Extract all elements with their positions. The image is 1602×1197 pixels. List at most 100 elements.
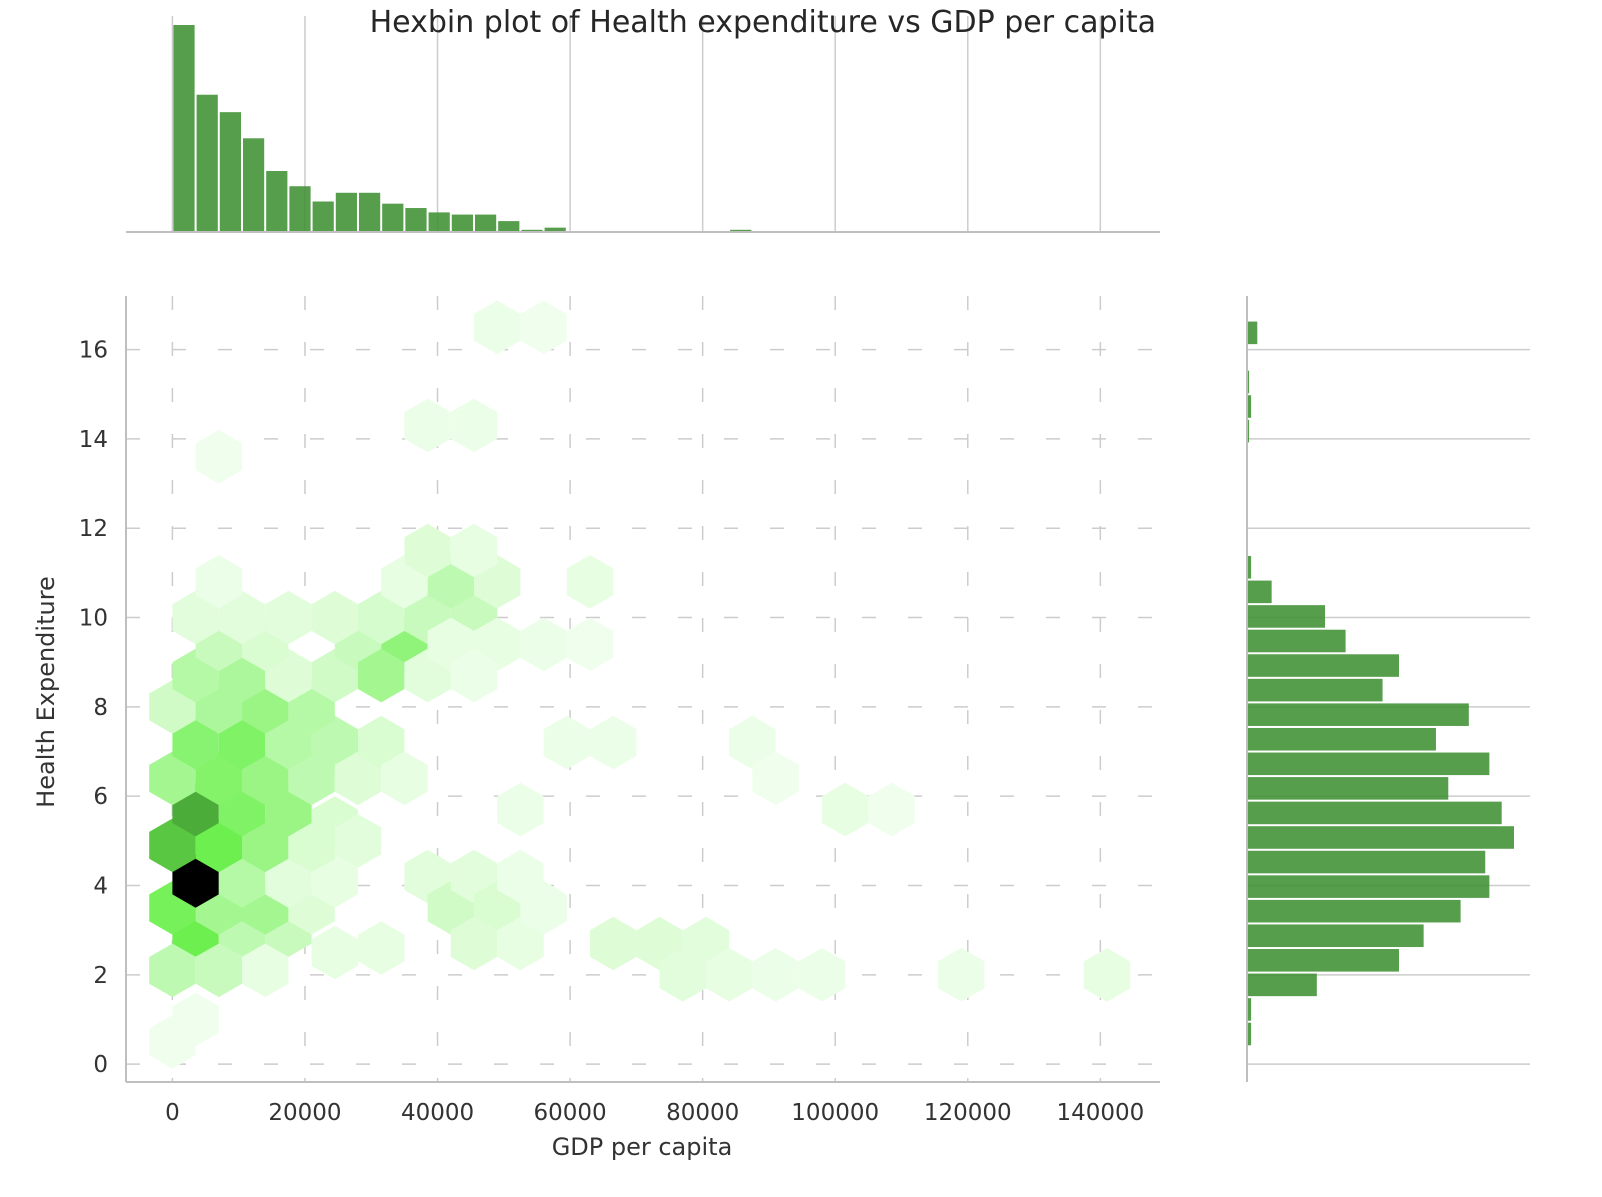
x-tick-label: 0 xyxy=(165,1100,180,1126)
hexbin-cell xyxy=(149,751,196,806)
hexbin-cell xyxy=(218,715,266,770)
hexbin-cell xyxy=(242,751,289,806)
hexbin-cell xyxy=(497,782,544,837)
top-hist-bar xyxy=(498,221,520,232)
y-tick-label: 8 xyxy=(93,695,108,721)
x-tick-label: 100000 xyxy=(791,1100,879,1126)
right-hist-bar xyxy=(1247,826,1514,849)
hexbin-cell xyxy=(195,818,242,873)
y-tick-label: 14 xyxy=(79,427,108,453)
right-hist-bar xyxy=(1247,801,1502,825)
right-hist-bar xyxy=(1247,727,1436,751)
y-tick-label: 10 xyxy=(79,606,108,632)
right-hist-bar xyxy=(1247,973,1317,997)
hexbin-cell xyxy=(242,818,289,873)
right-hist-bar xyxy=(1247,949,1399,972)
hexbin-cell xyxy=(172,590,219,645)
tick-labels: 0 20000 40000 60000 80000 100000 120000 140000 0… xyxy=(79,338,1145,1126)
axes-layer xyxy=(125,231,1248,1083)
hexbin-cell xyxy=(242,943,289,998)
hexbin-cell xyxy=(358,590,405,645)
hexbin-cell xyxy=(450,648,498,703)
hexbin-cell xyxy=(381,751,428,806)
hexbin-layer xyxy=(149,300,1131,1069)
hexbin-cell xyxy=(265,854,312,908)
right-hist-bar xyxy=(1247,629,1346,653)
hexbin-cell xyxy=(1083,948,1131,1002)
hexbin-cell xyxy=(195,751,242,806)
right-hist-bar xyxy=(1247,998,1252,1021)
top-hist-bar xyxy=(451,214,473,232)
hexbin-cell xyxy=(358,648,405,703)
hexbin-cell xyxy=(590,916,637,971)
hexbin-cell xyxy=(543,715,590,770)
hexbin-cell xyxy=(195,943,242,998)
top-hist-bar xyxy=(544,227,566,232)
top-hist-bar xyxy=(196,94,218,232)
top-hist-bar xyxy=(474,214,497,232)
right-hist-bar xyxy=(1247,777,1449,800)
hexbin-cell xyxy=(311,715,358,770)
hexbin-cell xyxy=(311,854,358,908)
hexbin-cell xyxy=(566,617,614,672)
right-hist-bar xyxy=(1247,752,1490,776)
right-hist-bar xyxy=(1247,605,1326,628)
hexbin-cell xyxy=(358,715,405,770)
chart-title: Hexbin plot of Health expenditure vs GDP… xyxy=(370,5,1156,40)
top-hist-bar xyxy=(219,112,241,232)
hexbin-cell xyxy=(450,398,498,453)
top-hist-bar xyxy=(428,212,450,232)
top-hist-bar xyxy=(312,201,334,232)
hexbin-cell xyxy=(404,523,451,578)
hexbin-cell xyxy=(149,818,196,873)
top-hist-bar xyxy=(335,192,357,232)
hexbin-cell xyxy=(706,948,753,1002)
hexbin-cell xyxy=(404,398,451,453)
top-hist-bar xyxy=(382,203,404,232)
hexbin-cell xyxy=(172,854,219,908)
hexbin-cell xyxy=(497,916,544,971)
hexbin-cell xyxy=(938,948,985,1002)
right-hist-bar xyxy=(1247,395,1252,418)
hexbin-cell xyxy=(311,590,358,645)
hexbin-cell xyxy=(311,925,358,980)
right-hist-bar xyxy=(1247,678,1383,702)
hexbin-cell xyxy=(334,751,382,806)
right-hist-bar xyxy=(1247,1022,1252,1046)
hexbin-cell xyxy=(334,814,382,868)
hexbin-cell xyxy=(218,854,266,908)
hexbin-cell xyxy=(172,715,219,770)
y-tick-label: 4 xyxy=(93,874,108,900)
hexbin-cell xyxy=(868,782,915,837)
hexbin-cell xyxy=(520,617,567,672)
top-hist-bar xyxy=(521,229,543,232)
x-tick-label: 20000 xyxy=(268,1100,341,1126)
x-tick-label: 120000 xyxy=(924,1100,1012,1126)
right-hist-bar xyxy=(1247,875,1490,898)
hexbin-cell xyxy=(218,590,266,645)
hexbin-cell xyxy=(752,751,799,806)
right-hist-bar xyxy=(1247,419,1250,443)
x-axis-label: GDP per capita xyxy=(552,1133,733,1161)
y-tick-label: 16 xyxy=(79,338,108,364)
hexbin-cell xyxy=(265,590,312,645)
hexbin-cell xyxy=(590,715,637,770)
hexbin-cell xyxy=(149,943,196,998)
hexbin-cell xyxy=(474,300,521,354)
hexbin-cell xyxy=(798,948,846,1002)
top-marginal-histogram xyxy=(173,25,752,232)
hexbin-cell xyxy=(450,916,498,971)
x-tick-label: 140000 xyxy=(1056,1100,1144,1126)
hexbin-cell xyxy=(358,921,405,975)
hexbin-cell xyxy=(195,555,242,609)
hexbin-cell xyxy=(288,751,335,806)
top-hist-bar xyxy=(242,138,265,232)
hexbin-cell xyxy=(195,430,242,484)
hexbin-cell xyxy=(450,523,498,578)
hexbin-cell xyxy=(822,782,869,837)
top-hist-bar xyxy=(730,229,752,232)
right-hist-bar xyxy=(1247,321,1258,345)
y-tick-label: 12 xyxy=(79,516,108,542)
